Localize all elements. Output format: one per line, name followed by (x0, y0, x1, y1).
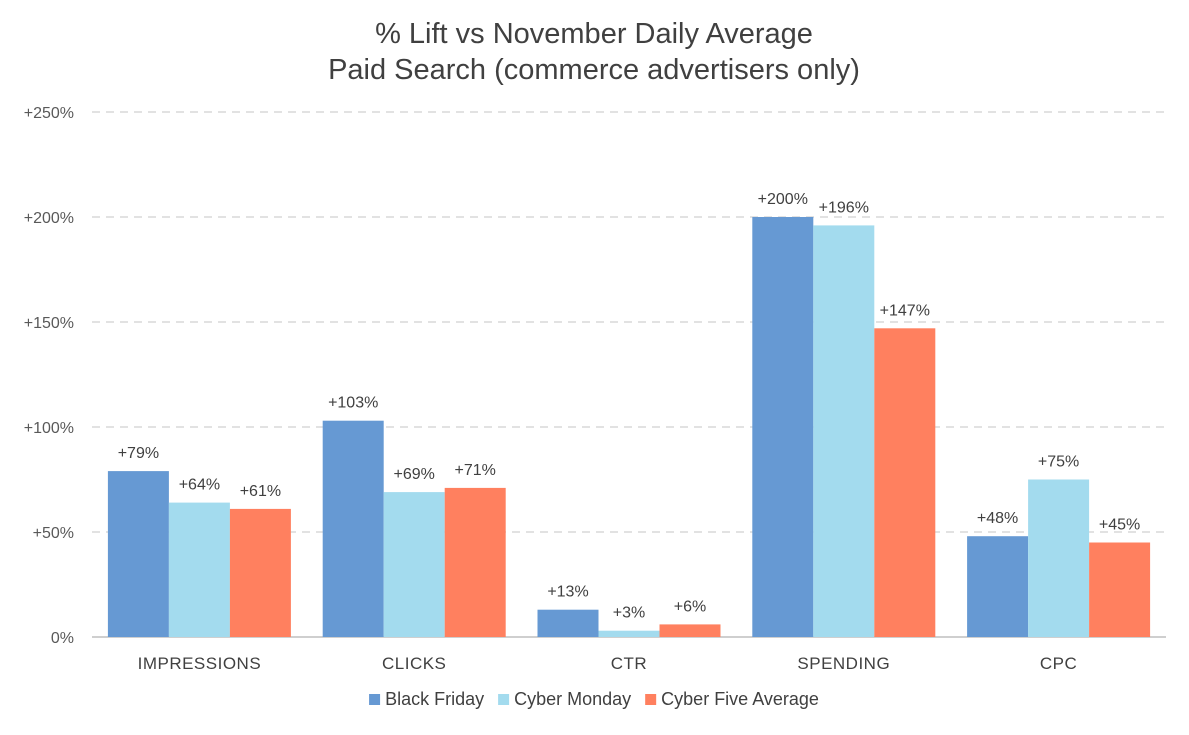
data-label: +69% (394, 466, 435, 483)
data-label: +6% (674, 598, 706, 615)
y-tick-label: +250% (24, 105, 74, 122)
x-tick-label: IMPRESSIONS (138, 654, 262, 673)
bar (874, 328, 936, 637)
bar (813, 225, 875, 637)
legend-label: Black Friday (385, 689, 484, 709)
x-tick-label: SPENDING (797, 654, 890, 673)
legend-label: Cyber Five Average (661, 689, 819, 709)
data-label: +71% (455, 462, 496, 479)
y-tick-label: +200% (24, 210, 74, 227)
chart-title: % Lift vs November Daily Average (375, 18, 813, 50)
y-tick-label: +150% (24, 315, 74, 332)
data-label: +75% (1038, 454, 1079, 471)
legend-swatch (369, 694, 381, 705)
bars-layer (107, 217, 1151, 637)
data-label: +196% (819, 199, 869, 216)
bar (229, 508, 291, 637)
x-tick-label: CPC (1040, 654, 1077, 673)
data-label: +79% (118, 445, 159, 462)
data-label: +200% (758, 191, 808, 208)
legend: Black Friday Cyber Monday Cyber Five Avera… (369, 689, 819, 709)
bar (1089, 542, 1151, 637)
bar (659, 624, 721, 637)
legend-item: Black Friday (369, 689, 484, 709)
bar (967, 536, 1029, 637)
y-tick-label: +100% (24, 420, 74, 437)
legend-swatch (645, 694, 657, 705)
bar (1028, 479, 1090, 637)
data-label: +3% (613, 605, 645, 622)
data-label: +13% (547, 584, 588, 601)
legend-swatch (498, 694, 510, 705)
bar (168, 502, 230, 637)
x-tick-label: CTR (611, 654, 647, 673)
y-tick-label: +50% (33, 525, 74, 542)
data-label: +103% (328, 395, 378, 412)
data-label: +64% (179, 477, 220, 494)
x-tick-label: CLICKS (382, 654, 446, 673)
bar (537, 609, 599, 637)
bar (383, 492, 445, 637)
data-label: +147% (880, 302, 930, 319)
data-label: +45% (1099, 517, 1140, 534)
bar (752, 217, 814, 637)
category-labels-layer: IMPRESSIONS CLICKS CTR SPENDING CPC (138, 654, 1077, 673)
bar (598, 630, 660, 637)
legend-item: Cyber Five Average (645, 689, 819, 709)
y-tick-label: 0% (51, 630, 74, 647)
legend-item: Cyber Monday (498, 689, 631, 709)
chart-subtitle: Paid Search (commerce advertisers only) (328, 54, 860, 86)
legend-label: Cyber Monday (514, 689, 631, 709)
data-labels-layer: +79% +64% +61% +103% +69% +71% +13% +3% +6% +200%… (118, 191, 1141, 622)
bar (322, 420, 384, 637)
data-label: +61% (240, 483, 281, 500)
data-label: +48% (977, 510, 1018, 527)
bar (107, 471, 169, 637)
bar (444, 487, 506, 637)
